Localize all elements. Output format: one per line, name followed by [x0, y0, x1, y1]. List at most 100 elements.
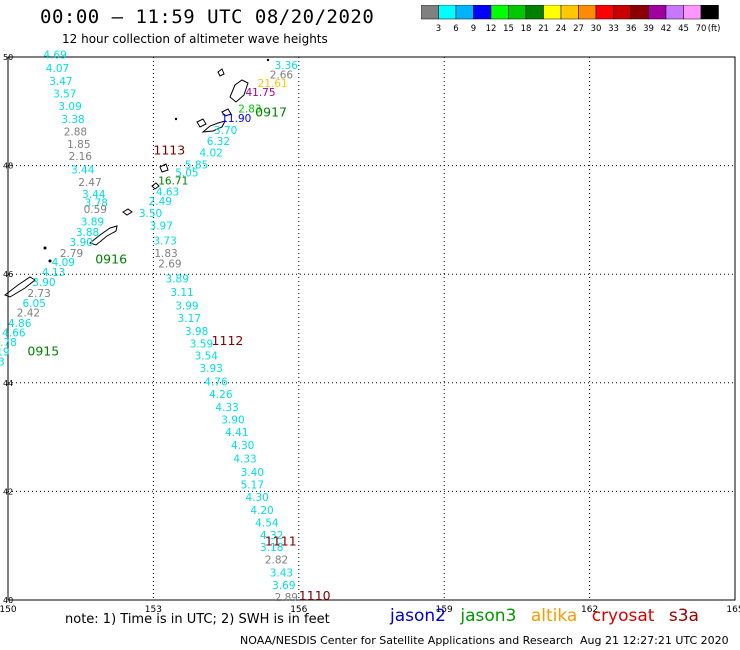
wave-height-value: 4.63 — [156, 186, 179, 198]
wave-height-value: 2.69 — [158, 259, 181, 271]
map-title: 00:00 – 11:59 UTC 08/20/2020 — [40, 6, 375, 28]
pass-time-label: 1110 — [299, 588, 331, 603]
wave-height-value: 3.43 — [270, 568, 293, 580]
colorbar-level-label: 70 — [696, 24, 707, 34]
colorbar-level-label: 30 — [591, 24, 602, 34]
colorbar-level-label: 39 — [643, 24, 654, 34]
wave-height-value: 4.26 — [209, 389, 233, 401]
wave-height-colorbar: 3 6 9 12 15 18 21 24 27 30 33 36 39 42 45 70 (ft) — [421, 5, 721, 34]
map-frame — [7, 56, 736, 601]
wave-height-value: 1.85 — [67, 139, 90, 151]
island-shape — [151, 182, 160, 190]
wave-height-value: 2.88 — [64, 127, 87, 139]
wave-height-value: 3.99 — [175, 300, 198, 312]
wave-height-value: 3.18 — [260, 542, 283, 554]
wave-height-value: 4.33 — [233, 454, 256, 466]
wave-height-value: 2.82 — [265, 555, 288, 567]
island-shape — [201, 120, 226, 133]
wave-height-value: 4.02 — [199, 147, 222, 159]
pass-time-label: 1113 — [153, 143, 185, 158]
colorbar-level-label: 18 — [521, 24, 532, 34]
wave-height-value: 16.71 — [158, 176, 188, 188]
wave-height-value: 4.09 — [52, 257, 75, 269]
colorbar-level-label: 45 — [678, 24, 689, 34]
wave-height-value: 5.17 — [241, 480, 264, 492]
pass-time-label: 0915 — [27, 344, 59, 359]
lon-tick-label: 156 — [290, 605, 307, 615]
wave-height-value: 3.54 — [195, 350, 219, 362]
colorbar-level-label: 12 — [486, 24, 497, 34]
legend-jason2: jason2 — [390, 606, 446, 626]
pass-time-label: 1112 — [212, 333, 244, 348]
wave-height-value: 11.90 — [221, 113, 251, 125]
axis-labels: 150 153 156 159 162 165 50 48 46 44 42 40 — [0, 53, 740, 615]
wave-height-value: 2.42 — [17, 308, 40, 320]
wave-height-value: 3.98 — [185, 326, 208, 338]
colorbar-level-label: 9 — [471, 24, 476, 34]
lat-tick-label: 46 — [3, 270, 13, 279]
lon-tick-label: 153 — [145, 605, 162, 615]
wave-height-value: 3.89 — [81, 216, 104, 228]
lat-tick-label: 44 — [3, 379, 13, 388]
lat-lon-grid — [8, 57, 735, 600]
colorbar-swatch — [700, 5, 719, 20]
wave-height-value: 3.38 — [61, 114, 84, 126]
wave-height-value: 4.30 — [245, 492, 268, 504]
wave-height-value: 2.73 — [27, 288, 50, 300]
lon-tick-label: 150 — [0, 605, 17, 615]
wave-height-value: 4.20 — [250, 505, 273, 517]
lat-tick-label: 42 — [3, 487, 13, 496]
footer-note: note: 1) Time is in UTC; 2) SWH is in fe… — [65, 612, 330, 627]
lon-tick-label: 162 — [581, 605, 598, 615]
island-shape — [88, 225, 118, 246]
map-border — [7, 56, 736, 601]
satellite-pass-labels: 1113 0917 0916 0915 1112 1111 1110 — [27, 105, 330, 603]
footer-credit: NOAA/NESDIS Center for Satellite Applica… — [240, 634, 574, 647]
island-shape — [122, 208, 133, 216]
wave-height-value: 5.85 — [185, 159, 208, 171]
wave-height-value: 2.47 — [78, 177, 101, 189]
wave-height-value: 5.05 — [175, 167, 198, 179]
wave-height-value: 3.69 — [272, 580, 295, 592]
lon-tick-label: 165 — [726, 605, 740, 615]
wave-height-value: 2.16 — [69, 151, 93, 163]
wave-height-value: 41.75 — [245, 87, 275, 99]
colorbar-level-label: 42 — [661, 24, 672, 34]
footer-timestamp: Aug 21 12:27:21 UTC 2020 — [580, 634, 729, 647]
colorbar-level-label: 33 — [608, 24, 619, 34]
pass-time-label: 0917 — [255, 105, 287, 120]
pass-time-label: 1111 — [265, 534, 297, 549]
wave-height-value: 3.89 — [166, 273, 189, 285]
colorbar-level-label: 6 — [453, 24, 458, 34]
wave-height-value: 3.90 — [70, 237, 93, 249]
wave-height-value: 3.36 — [275, 60, 299, 72]
wave-height-value: 2.49 — [149, 196, 172, 208]
wave-height-value: 3.09 — [58, 101, 81, 113]
wave-height-value: 3.17 — [178, 313, 201, 325]
wave-height-value: 3.50 — [139, 208, 162, 220]
wave-height-value: 3.93 — [199, 363, 222, 375]
wave-height-value: 6.32 — [207, 136, 230, 148]
lat-tick-label: 50 — [3, 53, 13, 62]
colorbar-unit-label: (ft) — [708, 24, 721, 34]
wave-height-value: 4.66 — [2, 328, 26, 340]
wave-height-value: 3.11 — [170, 287, 193, 299]
island-dot — [174, 117, 178, 121]
wave-height-value: 3.57 — [53, 89, 76, 101]
wave-height-value: 2.66 — [270, 70, 294, 82]
wave-height-observations: 4.694.073.473.573.093.382.881.852.16 3.44… — [0, 50, 298, 604]
wave-height-value: 3.59 — [190, 339, 213, 351]
island-shape — [217, 68, 225, 77]
coastline — [3, 58, 270, 298]
wave-height-value: 4.32 — [260, 530, 283, 542]
lat-tick-label: 48 — [3, 162, 13, 171]
legend-s3a: s3a — [668, 606, 699, 626]
island-shape — [3, 276, 36, 298]
wave-height-value: 3.44 — [82, 189, 106, 201]
pass-time-label: 0916 — [95, 251, 127, 266]
colorbar-level-label: 27 — [573, 24, 584, 34]
wave-height-value: 4.30 — [231, 440, 254, 452]
island-shape — [221, 108, 232, 117]
wave-height-value: 0.59 — [84, 204, 107, 216]
wave-height-value: 4.33 — [215, 402, 238, 414]
